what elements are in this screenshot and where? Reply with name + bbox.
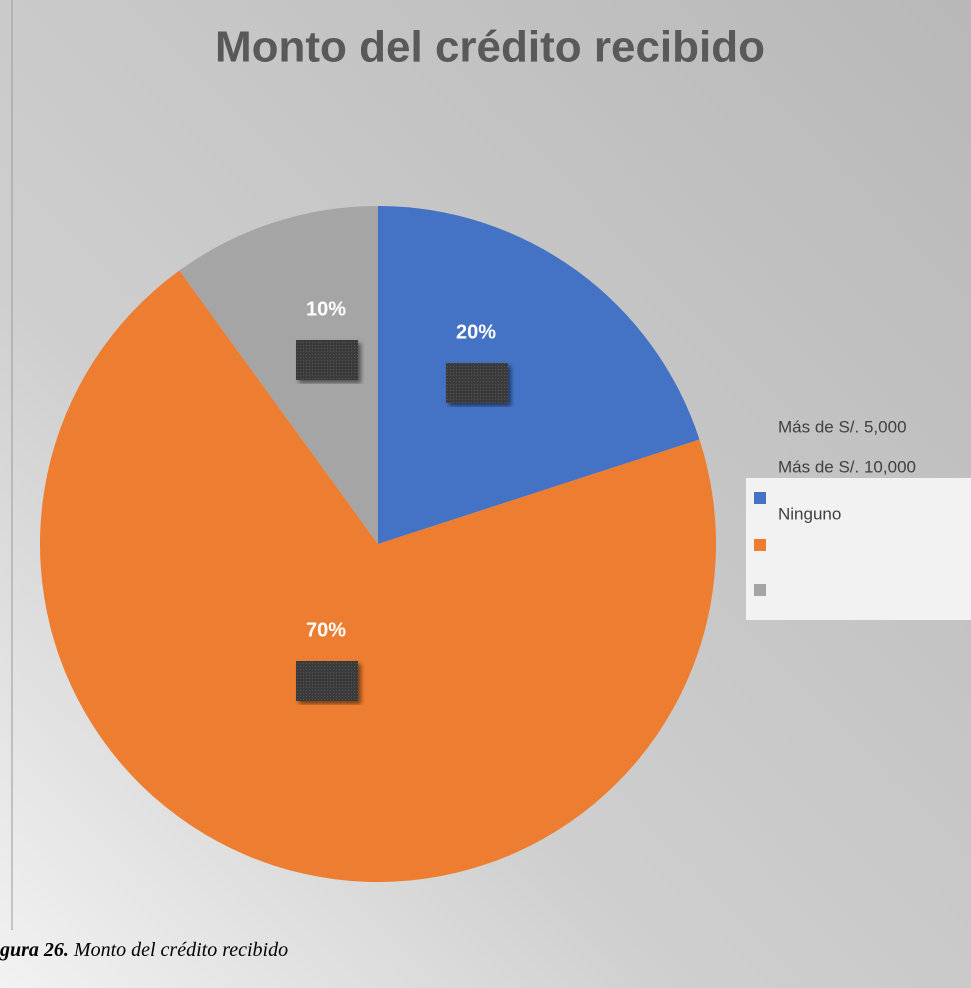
data-label: 70%	[306, 619, 346, 641]
legend-label: Más de S/. 5,000	[778, 417, 907, 436]
caption-text: Monto del crédito recibido	[73, 939, 288, 961]
legend-marker	[754, 492, 766, 504]
pie-slice	[39, 270, 717, 883]
pie: 20% 70% 10%	[39, 206, 717, 883]
label-placeholder	[296, 340, 358, 380]
chart-title: Monto del crédito recibido	[215, 23, 765, 72]
label-placeholder	[296, 661, 358, 701]
legend-label: Más de S/. 10,000	[778, 457, 916, 476]
legend-marker	[754, 539, 766, 551]
caption: gura 26. Monto del crédito recibido	[0, 939, 288, 961]
legend: Más de S/. 5,000 Más de S/. 10,000 Ninguno	[754, 417, 916, 596]
caption-label: gura 26.	[0, 939, 69, 961]
legend-label: Ninguno	[778, 504, 841, 523]
legend-marker	[754, 584, 766, 596]
pie-slice	[378, 206, 700, 544]
pie-slice	[179, 206, 378, 544]
label-placeholder	[446, 363, 508, 403]
data-label: 20%	[456, 321, 496, 343]
data-label: 10%	[306, 298, 346, 320]
legend-box	[746, 478, 971, 620]
